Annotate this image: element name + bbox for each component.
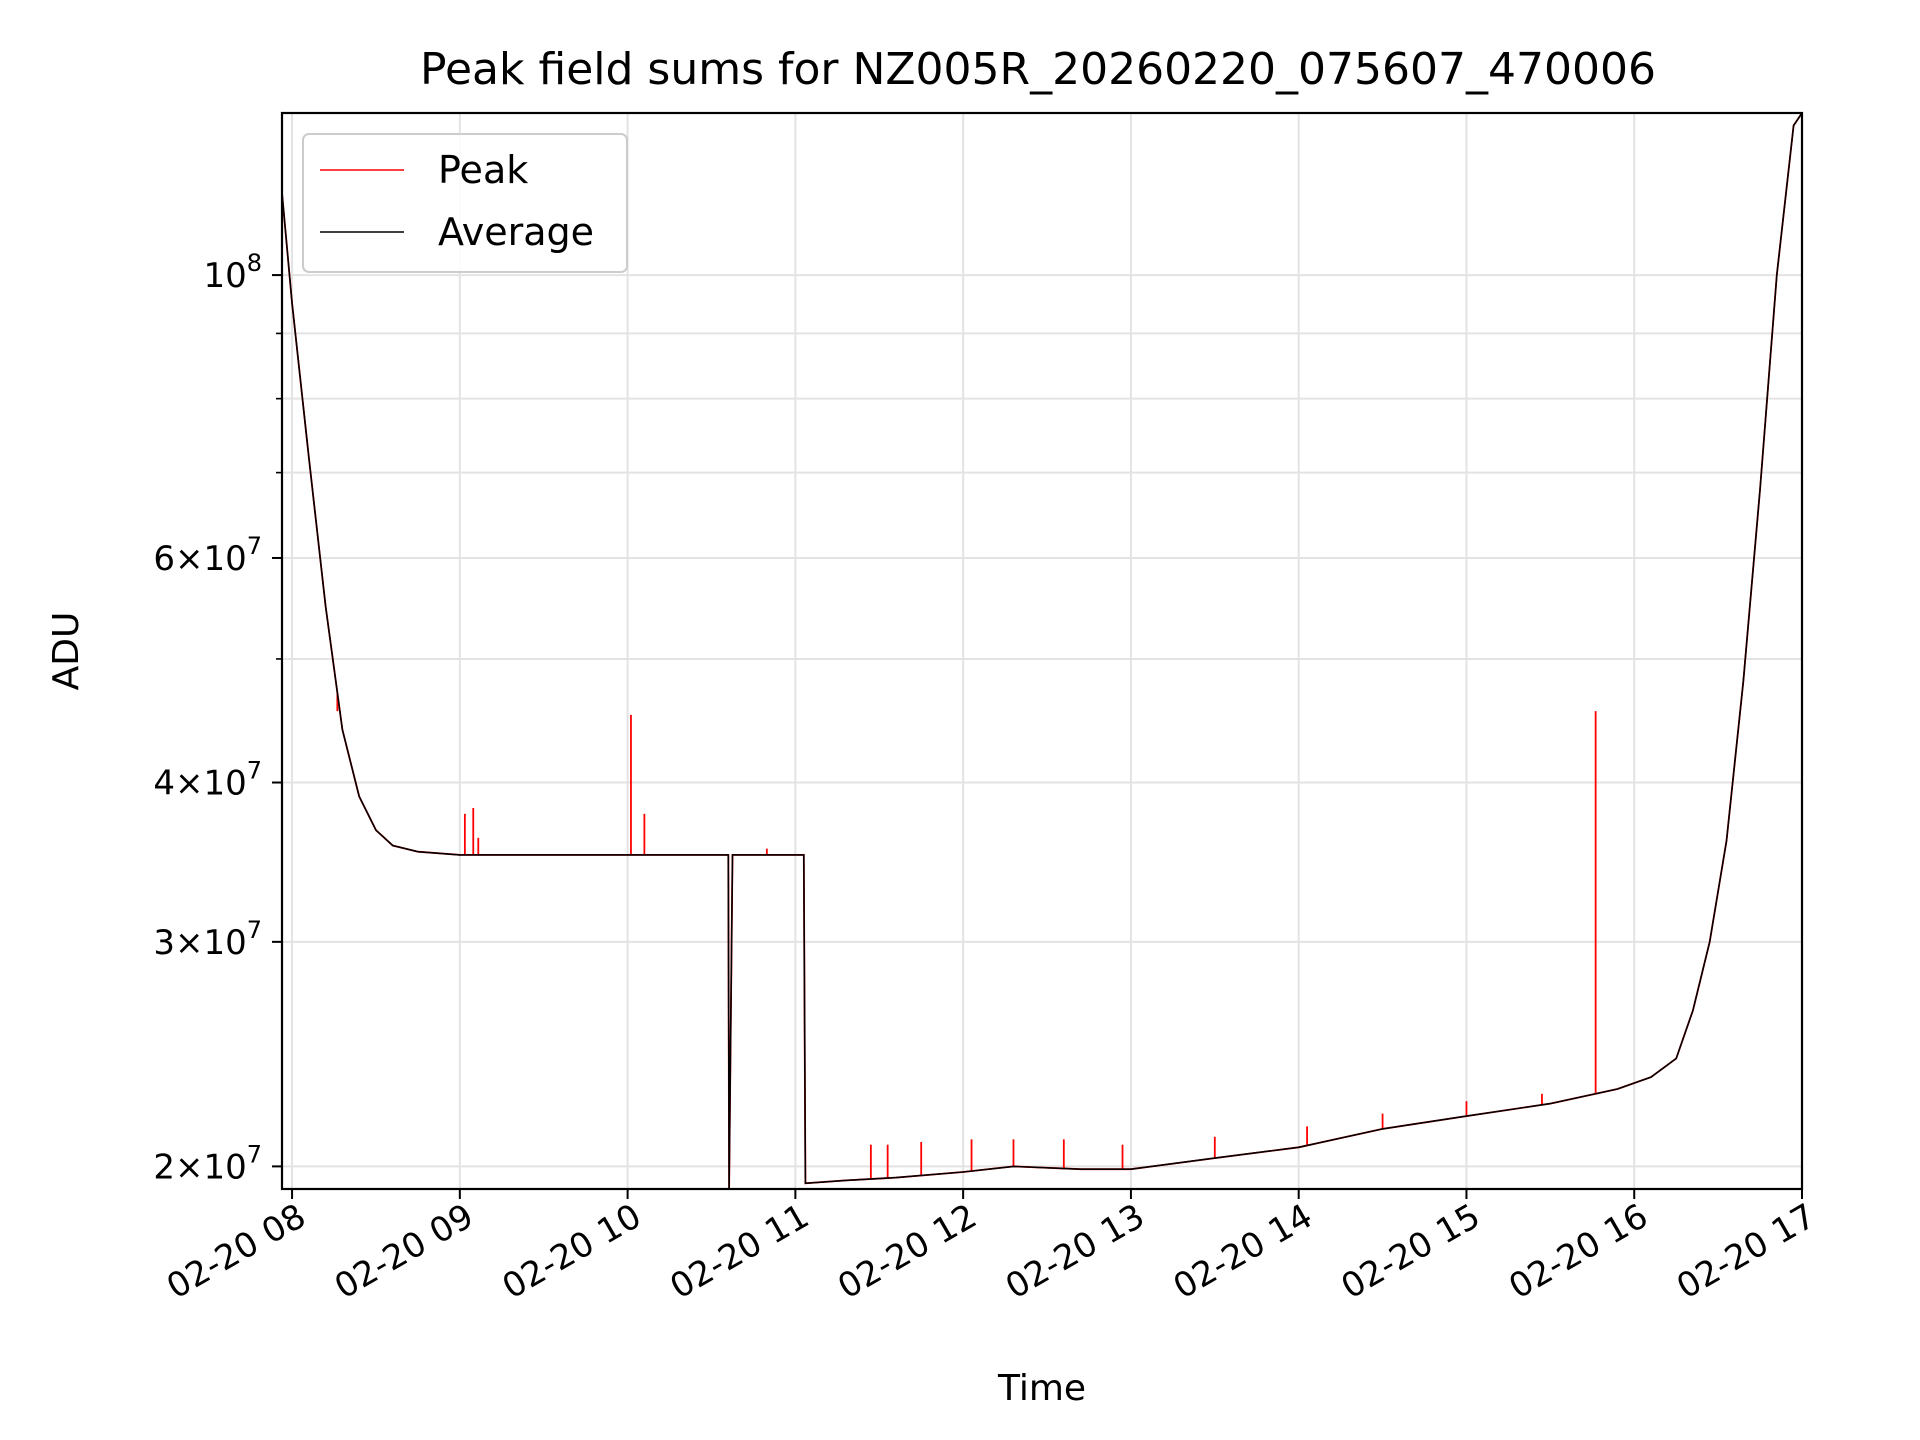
chart-title: Peak field sums for NZ005R_20260220_0756… (420, 44, 1656, 95)
y-tick-label: 6×107 (153, 532, 262, 579)
legend-peak-label: Peak (438, 148, 528, 192)
x-axis-label: Time (997, 1368, 1086, 1409)
plot-frame (280, 111, 1804, 1191)
legend-average-label: Average (438, 210, 594, 254)
legend: Peak Average (302, 133, 628, 273)
series-layer (281, 112, 1803, 1190)
y-tick-label: 108 (203, 249, 262, 296)
y-tick-label: 2×107 (153, 1140, 262, 1187)
average-series-line (281, 112, 1803, 1190)
y-axis-label: ADU (46, 612, 87, 691)
y-tick-label: 3×107 (153, 916, 262, 963)
y-tick-label: 4×107 (153, 757, 262, 804)
legend-box (302, 133, 628, 273)
